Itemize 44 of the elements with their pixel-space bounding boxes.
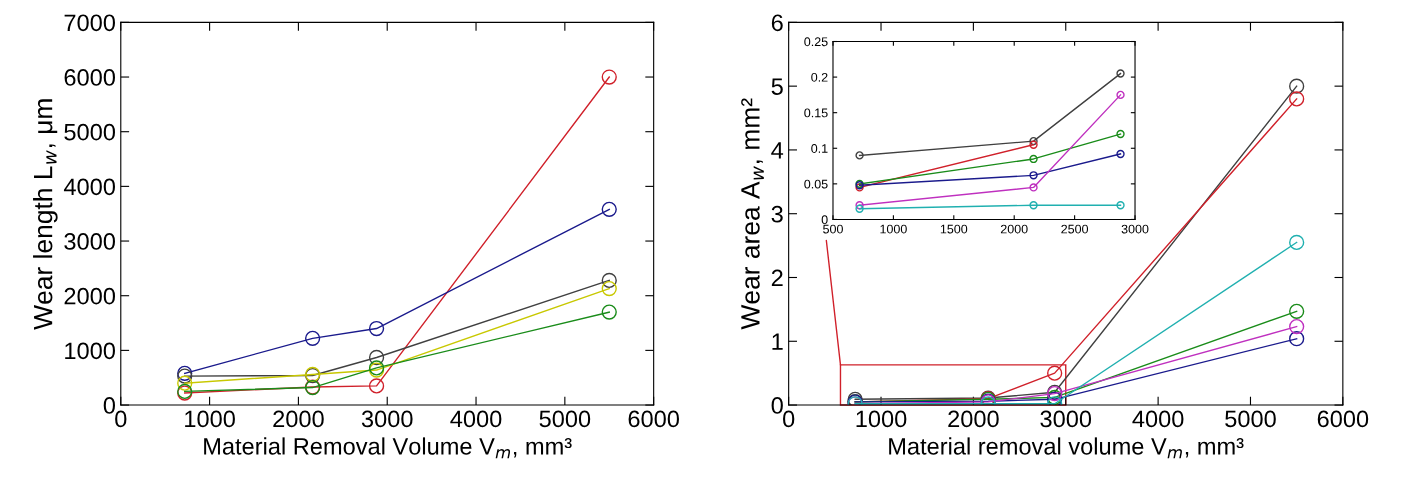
y-tick-label: 1000 xyxy=(65,342,116,360)
x-tick-label: 6000 xyxy=(1317,410,1369,428)
x-tick-label: 3000 xyxy=(1121,224,1149,234)
y-axis-title: Wear area A$_{w}$, mm² xyxy=(741,98,764,330)
y-tick-label: 2 xyxy=(771,269,783,287)
y-tick-label: 1 xyxy=(772,333,783,350)
x-tick-label: 3000 xyxy=(1040,410,1092,428)
y-tick-label: 0 xyxy=(103,397,115,414)
y-tick-label: 5 xyxy=(771,78,783,95)
x-tick-label: 1000 xyxy=(880,224,907,234)
x-tick-label: 4000 xyxy=(450,410,502,428)
x-tick-label: 2000 xyxy=(1000,224,1028,234)
y-tick-label: 0.2 xyxy=(811,72,828,82)
x-tick-label: 6000 xyxy=(628,410,679,428)
y-tick-label: 7000 xyxy=(64,14,116,32)
x-tick-label: 5000 xyxy=(1225,410,1276,428)
y-tick-label: 0.1 xyxy=(811,144,828,153)
x-axis-title: Material removal volume V$_{m}$, mm³ xyxy=(889,437,1244,459)
y-tick-label: 0 xyxy=(821,215,828,225)
x-axis-title: Material Removal Volume V$_{m}$, mm³ xyxy=(204,437,572,459)
x-tick-label: 0 xyxy=(115,410,127,428)
x-tick-label: 2500 xyxy=(1061,224,1089,234)
y-tick-label: 3 xyxy=(771,205,783,223)
x-tick-label: 500 xyxy=(823,224,843,234)
x-tick-label: 1000 xyxy=(856,410,907,428)
x-tick-label: 0 xyxy=(783,410,795,428)
y-tick-label: 6000 xyxy=(64,69,116,86)
x-tick-label: 2000 xyxy=(273,410,324,428)
x-tick-label: 2000 xyxy=(948,410,999,428)
y-tick-label: 0.25 xyxy=(804,37,828,47)
y-tick-label: 0.15 xyxy=(804,108,828,118)
y-tick-label: 4 xyxy=(771,142,784,159)
x-tick-label: 5000 xyxy=(539,410,591,428)
y-tick-label: 0 xyxy=(771,397,783,414)
x-tick-label: 3000 xyxy=(361,410,413,428)
y-tick-label: 6 xyxy=(771,14,783,32)
y-axis-title: Wear length L$_{w}$, μm xyxy=(33,99,58,330)
y-tick-label: 4000 xyxy=(63,178,116,196)
y-tick-label: 2000 xyxy=(64,287,116,305)
x-tick-label: 4000 xyxy=(1132,410,1184,428)
y-tick-label: 5000 xyxy=(64,123,116,141)
y-tick-label: 0.05 xyxy=(804,179,828,189)
x-tick-label: 1000 xyxy=(185,410,235,428)
x-tick-label: 1500 xyxy=(940,224,968,234)
